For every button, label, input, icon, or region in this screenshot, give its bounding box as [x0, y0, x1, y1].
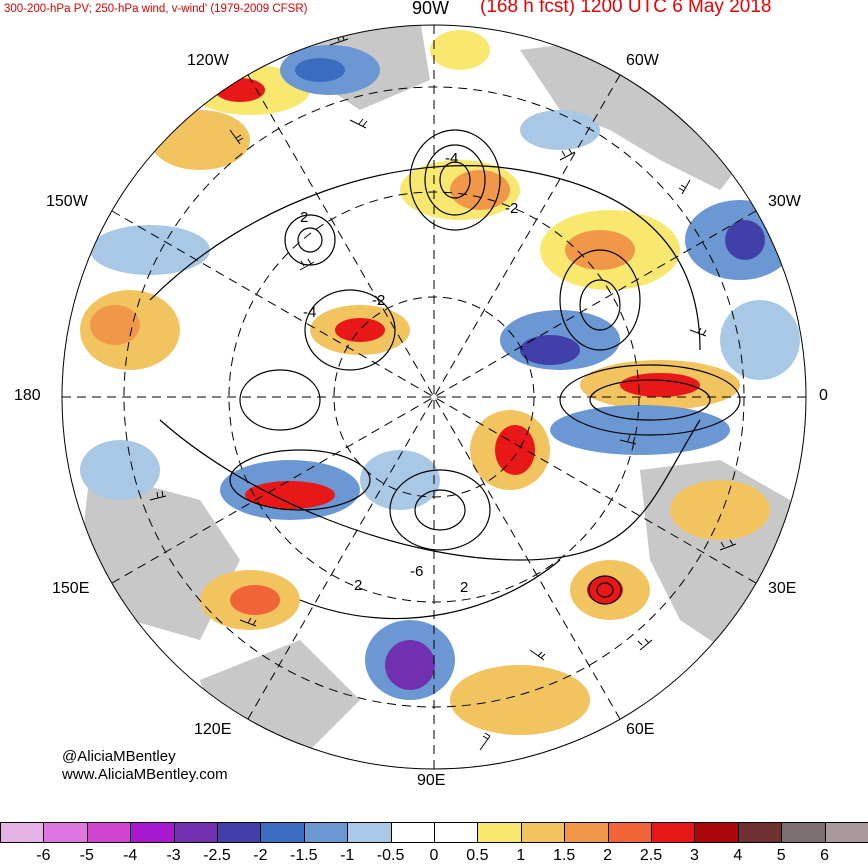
author-website[interactable]: www.AliciaMBentley.com	[62, 766, 228, 783]
author-handle: @AliciaMBentley	[62, 748, 176, 765]
colorbar-swatch	[520, 822, 566, 843]
contour-label: -4	[303, 304, 316, 321]
forecast-time-title: (168 h fcst) 1200 UTC 6 May 2018	[480, 0, 772, 17]
colorbar-swatch	[130, 822, 175, 843]
polar-map: -4 -2 2 -2 -4 2 -6 2	[61, 24, 807, 770]
colorbar-tick-label: -2	[253, 847, 268, 864]
colorbar-swatch	[217, 822, 262, 843]
longitude-label-150e: 150E	[52, 580, 90, 597]
longitude-label-30w: 30W	[768, 193, 801, 210]
longitude-label-60e: 60E	[626, 721, 655, 738]
contour-label: -2	[505, 200, 518, 217]
colorbar-tick-label: 6	[820, 847, 830, 864]
longitude-label-30e: 30E	[768, 580, 797, 597]
colorbar-swatch	[303, 822, 349, 843]
chart-title: 300-200-hPa PV; 250-hPa wind, v-wind' (1…	[4, 3, 308, 15]
colorbar-tick-label: 5	[776, 847, 786, 864]
contour-label: 2	[354, 577, 362, 594]
longitude-label-90e: 90E	[417, 772, 446, 789]
colorbar-tick-label: 3	[689, 847, 699, 864]
colorbar-swatch	[347, 822, 392, 843]
colorbar-tick-label: -2.5	[203, 847, 231, 864]
longitude-label-120w: 120W	[187, 52, 229, 69]
colorbar-swatch	[824, 822, 868, 843]
colorbar-swatch	[434, 822, 479, 843]
contour-labels: -4 -2 2 -2 -4 2 -6 2	[300, 150, 518, 596]
contour-label: -6	[410, 563, 423, 580]
colorbar-tick-label: -5	[79, 847, 94, 864]
colorbar-tick-label: -1.5	[290, 847, 318, 864]
colorbar-tick-label: 2	[603, 847, 613, 864]
colorbar-tick-label: -4	[123, 847, 138, 864]
colorbar-tick-label: 0	[429, 847, 439, 864]
graticule	[62, 25, 806, 769]
colorbar-swatch	[477, 822, 522, 843]
colorbar-swatch	[43, 822, 88, 843]
colorbar-swatch	[390, 822, 435, 843]
pv-contours	[149, 129, 741, 620]
wind-barbs	[149, 33, 737, 751]
contour-label: 2	[300, 209, 308, 226]
colorbar-swatch	[173, 822, 218, 843]
colorbar-tick-label: 4	[733, 847, 743, 864]
longitude-label-150w: 150W	[46, 193, 88, 210]
longitude-label-0: 0	[819, 387, 828, 404]
colorbar-tick-label: 0.5	[466, 847, 489, 864]
colorbar-swatch	[651, 822, 696, 843]
colorbar-tick-label: 1	[516, 847, 526, 864]
colorbar-tick-label: -0.5	[376, 847, 405, 864]
contour-label: -4	[445, 150, 458, 167]
colorbar-swatch	[0, 822, 45, 843]
contour-label: 2	[460, 579, 468, 596]
longitude-label-120e: 120E	[194, 721, 232, 738]
colorbar-tick-label: -3	[166, 847, 181, 864]
colorbar-legend: -6 -5 -4 -3 -2.5 -2 -1.5 -1 -0.5 0 0.5 1 1.5 2 2.5 3 4 5 6	[0, 822, 868, 865]
colorbar-swatch	[564, 822, 609, 843]
colorbar-tick-label: -1	[340, 847, 355, 864]
colorbar-swatch	[607, 822, 652, 843]
colorbar-tick-label: 1.5	[553, 847, 576, 864]
colorbar-swatch	[694, 822, 739, 843]
longitude-label-60w: 60W	[626, 52, 659, 69]
colorbar-swatch	[260, 822, 305, 843]
colorbar-swatch	[737, 822, 783, 843]
top-longitude-label: 90W	[412, 0, 450, 18]
colorbar-tick-label: 2.5	[639, 847, 663, 864]
colorbar-swatch	[86, 822, 132, 843]
longitude-label-180: 180	[14, 387, 41, 404]
colorbar-tick-label: -6	[36, 847, 51, 864]
colorbar-swatch	[781, 822, 826, 843]
